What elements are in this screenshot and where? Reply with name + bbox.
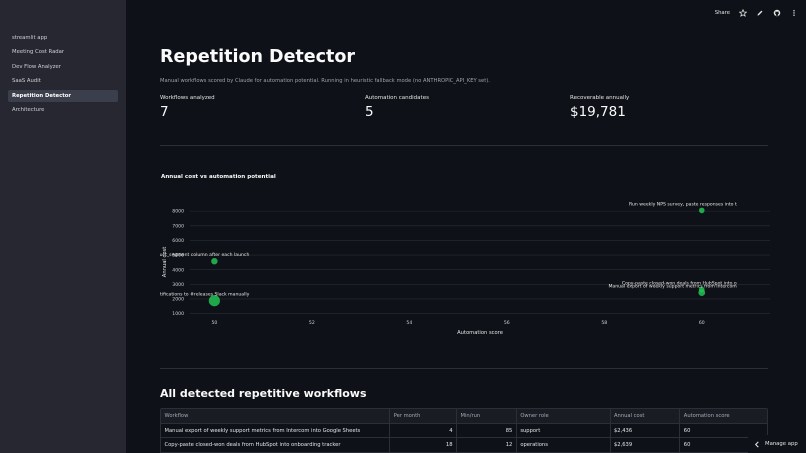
y-tick-label: 1000 — [172, 311, 184, 317]
workflows-table[interactable]: Workflow Per month Min/run Owner role An… — [160, 408, 768, 453]
table-row[interactable]: Copy-paste closed-won deals from HubSpot… — [161, 438, 767, 453]
sidebar-item-saas-audit[interactable]: SaaS Audit — [12, 78, 41, 85]
table-cell: 4 — [390, 423, 457, 437]
table-header-row: Workflow Per month Min/run Owner role An… — [161, 409, 767, 424]
table-cell: operations — [517, 438, 611, 452]
table-section-title: All detected repetitive workflows — [160, 387, 367, 400]
table-cell: 12 — [457, 438, 517, 452]
star-icon[interactable] — [739, 9, 747, 17]
manage-app-label: Manage app — [765, 441, 798, 447]
sidebar-item-repetition-detector[interactable]: Repetition Detector — [8, 89, 118, 102]
metric-workflows-analyzed: Workflows analyzed 7 — [160, 95, 215, 120]
metric-value: 5 — [365, 104, 374, 120]
table-cell: Copy-paste closed-won deals from HubSpot… — [161, 438, 391, 452]
y-tick-label: 6000 — [172, 238, 184, 244]
point-label: - deploy notifications to #releases Slac… — [160, 292, 250, 298]
column-header-automation-score[interactable]: Automation score — [683, 413, 730, 419]
sidebar-item-architecture[interactable]: Architecture — [12, 106, 45, 113]
table-cell: Manual export of weekly support metrics … — [161, 423, 391, 437]
x-tick-label: 58 — [601, 320, 607, 326]
header-toolbar: Share — [715, 7, 798, 19]
scatter-point — [698, 207, 705, 214]
table-cell: $2,639 — [611, 438, 681, 452]
page-title: Repetition Detector — [160, 47, 356, 67]
x-tick-label: 60 — [699, 320, 705, 326]
table-cell: 18 — [390, 438, 457, 452]
table-cell: 85 — [457, 423, 517, 437]
manage-app-button[interactable]: Manage app — [748, 435, 806, 453]
y-tick-label: 5000 — [172, 253, 184, 259]
point-label: Manual export of weekly support metrics … — [608, 284, 737, 290]
table-cell: 60 — [683, 427, 691, 434]
more-menu-icon[interactable] — [790, 9, 798, 17]
point-label: Copy-paste closed-won deals from HubSpot… — [622, 281, 737, 287]
page-caption: Manual workflows scored by Claude for au… — [160, 78, 490, 84]
y-tick-label: 8000 — [172, 209, 184, 215]
x-tick-label: 52 — [309, 320, 315, 326]
column-header-owner-role[interactable]: Owner role — [517, 409, 611, 423]
metric-label: Recoverable annually — [570, 95, 630, 101]
chevron-left-icon — [754, 441, 759, 447]
x-axis-label: Automation score — [457, 330, 503, 336]
point-label: Fill product_segment column after each l… — [160, 252, 249, 258]
column-header-workflow[interactable]: Workflow — [161, 409, 391, 423]
metric-recoverable-annually: Recoverable annually $19,781 — [570, 95, 629, 120]
x-tick-label: 50 — [211, 320, 217, 326]
y-tick-label: 7000 — [172, 223, 184, 229]
table-cell: $2,436 — [611, 423, 681, 437]
column-header-min-run[interactable]: Min/run — [457, 409, 517, 423]
sidebar: streamlit app Meeting Cost Radar Dev Flo… — [0, 0, 126, 453]
scatter-point — [211, 257, 218, 265]
github-icon[interactable] — [773, 9, 781, 17]
edit-pencil-icon[interactable] — [756, 9, 764, 17]
table-row[interactable]: Manual export of weekly support metrics … — [161, 423, 767, 438]
metric-automation-candidates: Automation candidates 5 — [365, 95, 429, 120]
point-label: Run weekly NPS survey, paste responses i… — [629, 201, 737, 207]
y-tick-label: 2000 — [172, 297, 184, 303]
y-tick-label: 4000 — [172, 267, 184, 273]
sidebar-item-dev-flow-analyzer[interactable]: Dev Flow Analyzer — [12, 63, 61, 70]
table-cell: 60 — [683, 442, 691, 448]
chart-title: Annual cost vs automation potential — [161, 174, 276, 180]
scatter-chart[interactable]: Annual cost vs automation potential 1000… — [134, 168, 770, 343]
x-tick-label: 54 — [406, 320, 412, 326]
sidebar-item-meeting-cost-radar[interactable]: Meeting Cost Radar — [12, 49, 65, 56]
metric-value: $19,781 — [570, 104, 626, 120]
column-header-annual-cost[interactable]: Annual cost — [611, 409, 681, 423]
share-button[interactable]: Share — [714, 10, 730, 16]
y-axis-label: Annual cost — [162, 247, 168, 277]
column-header-per-month[interactable]: Per month — [390, 409, 457, 423]
table-cell: support — [517, 423, 611, 437]
metric-label: Automation candidates — [365, 95, 429, 101]
divider — [160, 145, 768, 146]
chart-svg: 1000 2000 3000 4000 5000 6000 7000 8000 50 52 54 56… — [134, 201, 770, 336]
main-content: Repetition Detector Manual workflows sco… — [134, 0, 770, 453]
scatter-point — [698, 289, 706, 296]
divider — [160, 368, 768, 369]
sidebar-nav: streamlit app Meeting Cost Radar Dev Flo… — [8, 32, 118, 118]
y-tick-label: 3000 — [172, 282, 184, 288]
x-tick-label: 56 — [504, 320, 510, 326]
metric-value: 7 — [160, 104, 169, 120]
sidebar-item-streamlit-app[interactable]: streamlit app — [12, 35, 48, 41]
scatter-point — [208, 295, 220, 307]
metric-label: Workflows analyzed — [160, 95, 215, 101]
